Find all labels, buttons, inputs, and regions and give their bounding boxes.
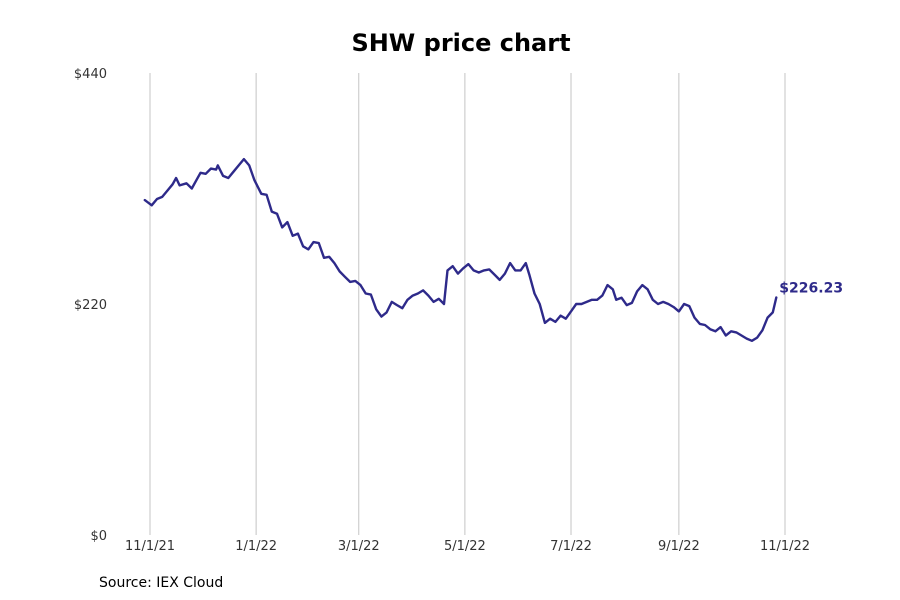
x-tick-label: 11/1/21 — [125, 539, 175, 554]
y-tick-label: $0 — [90, 529, 107, 544]
y-axis-ticks: $0 $220 $440 — [74, 67, 107, 544]
x-tick-label: 5/1/22 — [444, 539, 486, 554]
x-tick-label: 7/1/22 — [550, 539, 592, 554]
source-note: Source: IEX Cloud — [99, 575, 223, 591]
y-tick-label: $440 — [74, 67, 107, 82]
grid-lines — [149, 73, 786, 535]
chart-title: SHW price chart — [351, 29, 570, 57]
y-tick-label: $220 — [74, 298, 107, 313]
x-tick-label: 11/1/22 — [760, 539, 810, 554]
x-axis-ticks: 11/1/21 1/1/22 3/1/22 5/1/22 7/1/22 9/1/22 11/… — [125, 539, 810, 554]
x-tick-label: 9/1/22 — [658, 539, 700, 554]
price-series-line — [143, 157, 778, 342]
x-tick-label: 1/1/22 — [235, 539, 277, 554]
last-price-label: $226.23 — [779, 280, 843, 296]
x-tick-label: 3/1/22 — [338, 539, 380, 554]
